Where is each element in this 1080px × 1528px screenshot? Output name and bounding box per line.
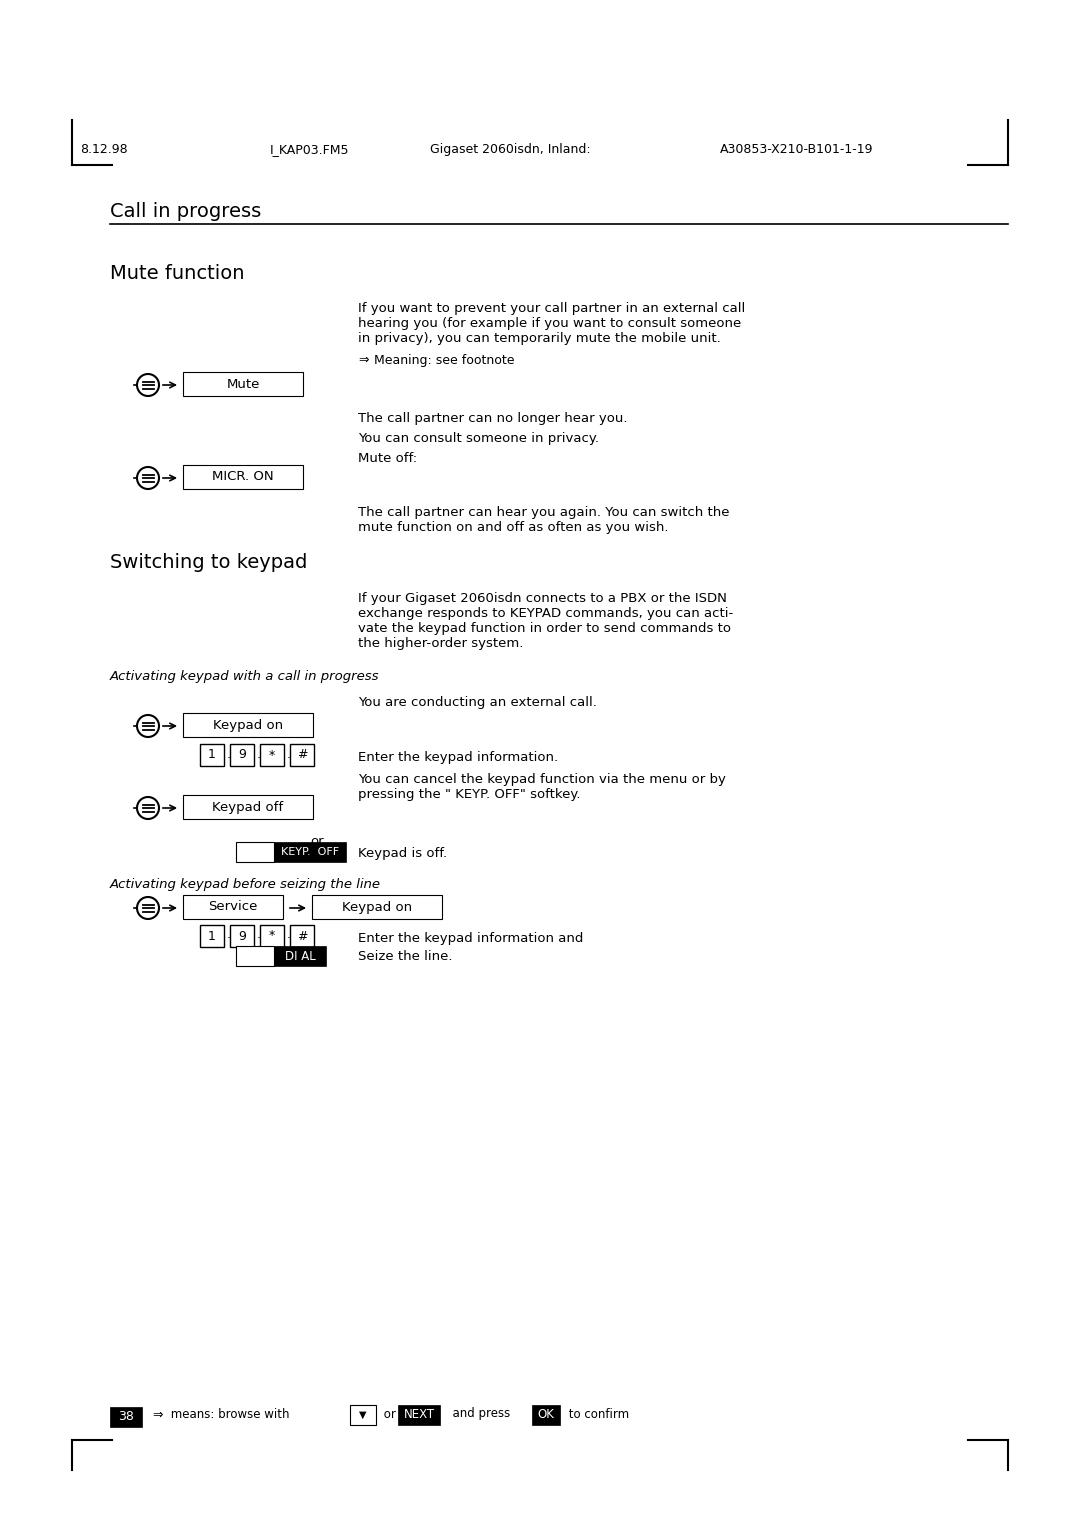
Text: and press: and press <box>445 1407 514 1421</box>
Text: A30853-X210-B101-1-19: A30853-X210-B101-1-19 <box>720 144 874 156</box>
Text: Keypad on: Keypad on <box>342 900 413 914</box>
Text: The call partner can no longer hear you.: The call partner can no longer hear you. <box>357 413 627 425</box>
Text: I_KAP03.FM5: I_KAP03.FM5 <box>270 144 350 156</box>
FancyBboxPatch shape <box>260 744 284 766</box>
Text: to confirm: to confirm <box>565 1407 630 1421</box>
FancyBboxPatch shape <box>183 371 303 396</box>
FancyBboxPatch shape <box>183 465 303 489</box>
Text: Keypad is off.: Keypad is off. <box>357 847 447 859</box>
Text: #: # <box>297 749 307 761</box>
Text: *: * <box>269 929 275 943</box>
Text: You are conducting an external call.: You are conducting an external call. <box>357 695 597 709</box>
Text: If your Gigaset 2060isdn connects to a PBX or the ISDN
exchange responds to KEYP: If your Gigaset 2060isdn connects to a P… <box>357 591 733 649</box>
Text: You can cancel the keypad function via the menu or by
pressing the " KEYP. OFF" : You can cancel the keypad function via t… <box>357 773 726 801</box>
FancyBboxPatch shape <box>230 924 254 947</box>
Text: KEYP.  OFF: KEYP. OFF <box>281 847 339 857</box>
Text: Keypad off: Keypad off <box>213 801 284 813</box>
Text: 1: 1 <box>208 929 216 943</box>
FancyBboxPatch shape <box>291 744 314 766</box>
FancyBboxPatch shape <box>237 842 274 862</box>
Text: If you want to prevent your call partner in an external call
hearing you (for ex: If you want to prevent your call partner… <box>357 303 745 345</box>
Text: or: or <box>380 1407 400 1421</box>
Text: Activating keypad with a call in progress: Activating keypad with a call in progres… <box>110 669 379 683</box>
Text: 1: 1 <box>208 749 216 761</box>
FancyBboxPatch shape <box>200 744 224 766</box>
Text: 9: 9 <box>238 929 246 943</box>
FancyBboxPatch shape <box>230 744 254 766</box>
Text: *: * <box>269 749 275 761</box>
Text: DI AL: DI AL <box>285 949 315 963</box>
Text: means: browse with: means: browse with <box>167 1407 289 1421</box>
Text: Mute off:: Mute off: <box>357 452 417 465</box>
Text: or: or <box>310 834 324 848</box>
FancyBboxPatch shape <box>291 924 314 947</box>
Text: NEXT: NEXT <box>404 1409 434 1421</box>
Text: .: . <box>257 747 261 761</box>
FancyBboxPatch shape <box>110 1407 141 1427</box>
Text: Service: Service <box>208 900 258 914</box>
FancyBboxPatch shape <box>274 946 326 966</box>
Text: .: . <box>227 747 231 761</box>
Text: You can consult someone in privacy.: You can consult someone in privacy. <box>357 432 599 445</box>
Text: Seize the line.: Seize the line. <box>357 950 453 964</box>
Text: Mute function: Mute function <box>110 264 244 283</box>
FancyBboxPatch shape <box>200 924 224 947</box>
Text: Switching to keypad: Switching to keypad <box>110 553 308 571</box>
FancyBboxPatch shape <box>183 895 283 918</box>
FancyBboxPatch shape <box>274 842 346 862</box>
Text: .: . <box>227 929 231 941</box>
FancyBboxPatch shape <box>312 895 442 918</box>
Text: .: . <box>287 747 291 761</box>
Text: .: . <box>257 929 261 941</box>
FancyBboxPatch shape <box>532 1406 561 1426</box>
FancyBboxPatch shape <box>237 946 274 966</box>
Text: Activating keypad before seizing the line: Activating keypad before seizing the lin… <box>110 879 381 891</box>
Text: ⇒: ⇒ <box>357 354 368 367</box>
Text: MICR. ON: MICR. ON <box>212 471 274 483</box>
Text: 38: 38 <box>118 1410 134 1424</box>
Text: OK: OK <box>538 1409 554 1421</box>
Text: 9: 9 <box>238 749 246 761</box>
Text: Mute: Mute <box>227 377 259 391</box>
FancyBboxPatch shape <box>183 714 313 736</box>
Text: Enter the keypad information and: Enter the keypad information and <box>357 932 583 944</box>
Text: .: . <box>287 929 291 941</box>
Text: Gigaset 2060isdn, Inland:: Gigaset 2060isdn, Inland: <box>430 144 591 156</box>
FancyBboxPatch shape <box>183 795 313 819</box>
Text: 8.12.98: 8.12.98 <box>80 144 127 156</box>
FancyBboxPatch shape <box>399 1406 440 1426</box>
Text: Enter the keypad information.: Enter the keypad information. <box>357 750 558 764</box>
Text: ▼: ▼ <box>360 1410 367 1420</box>
FancyBboxPatch shape <box>260 924 284 947</box>
Text: Keypad on: Keypad on <box>213 718 283 732</box>
Text: Call in progress: Call in progress <box>110 202 261 222</box>
Text: Meaning: see footnote: Meaning: see footnote <box>374 354 514 367</box>
Text: #: # <box>297 929 307 943</box>
FancyBboxPatch shape <box>350 1406 376 1426</box>
Text: ⇒: ⇒ <box>152 1409 162 1421</box>
Text: The call partner can hear you again. You can switch the
mute function on and off: The call partner can hear you again. You… <box>357 506 729 533</box>
